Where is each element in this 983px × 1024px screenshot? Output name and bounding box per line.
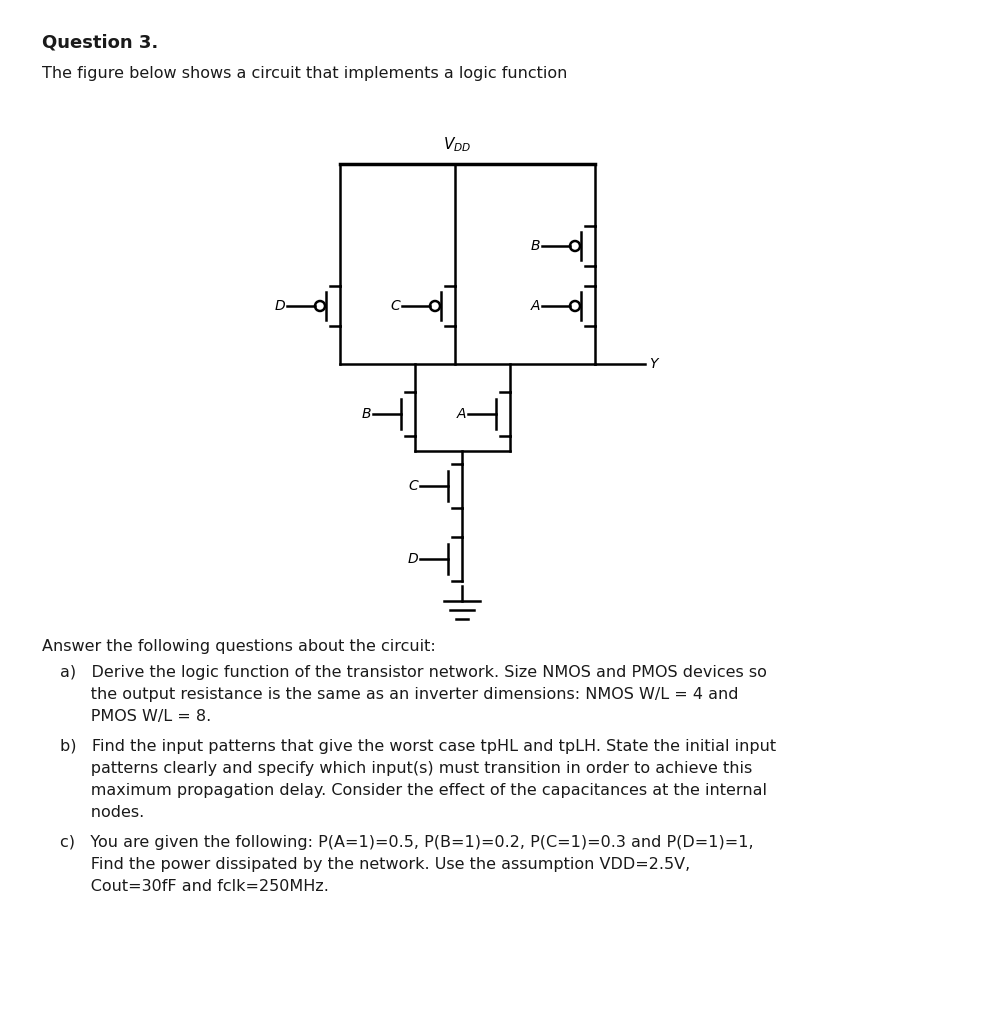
Text: C: C [390, 299, 400, 313]
Text: b)   Find the input patterns that give the worst case tpHL and tpLH. State the i: b) Find the input patterns that give the… [60, 739, 777, 754]
Text: B: B [362, 407, 371, 421]
Text: Answer the following questions about the circuit:: Answer the following questions about the… [42, 639, 435, 654]
Text: patterns clearly and specify which input(s) must transition in order to achieve : patterns clearly and specify which input… [60, 761, 752, 776]
Text: a)   Derive the logic function of the transistor network. Size NMOS and PMOS dev: a) Derive the logic function of the tran… [60, 665, 767, 680]
Text: A: A [531, 299, 540, 313]
Text: Find the power dissipated by the network. Use the assumption VDD=2.5V,: Find the power dissipated by the network… [60, 857, 690, 872]
Text: A: A [456, 407, 466, 421]
Text: Y: Y [649, 357, 658, 371]
Text: nodes.: nodes. [60, 805, 145, 820]
Text: B: B [531, 239, 540, 253]
Text: $V_{DD}$: $V_{DD}$ [443, 135, 472, 154]
Text: PMOS W/L = 8.: PMOS W/L = 8. [60, 709, 211, 724]
Text: maximum propagation delay. Consider the effect of the capacitances at the intern: maximum propagation delay. Consider the … [60, 783, 767, 798]
Text: D: D [274, 299, 285, 313]
Text: C: C [408, 479, 418, 493]
Text: D: D [407, 552, 418, 566]
Text: Cout=30fF and fclk=250MHz.: Cout=30fF and fclk=250MHz. [60, 879, 329, 894]
Text: The figure below shows a circuit that implements a logic function: The figure below shows a circuit that im… [42, 66, 567, 81]
Text: Question 3.: Question 3. [42, 34, 158, 52]
Text: c)   You are given the following: P(A=1)=0.5, P(B=1)=0.2, P(C=1)=0.3 and P(D=1)=: c) You are given the following: P(A=1)=0… [60, 835, 754, 850]
Text: the output resistance is the same as an inverter dimensions: NMOS W/L = 4 and: the output resistance is the same as an … [60, 687, 738, 702]
